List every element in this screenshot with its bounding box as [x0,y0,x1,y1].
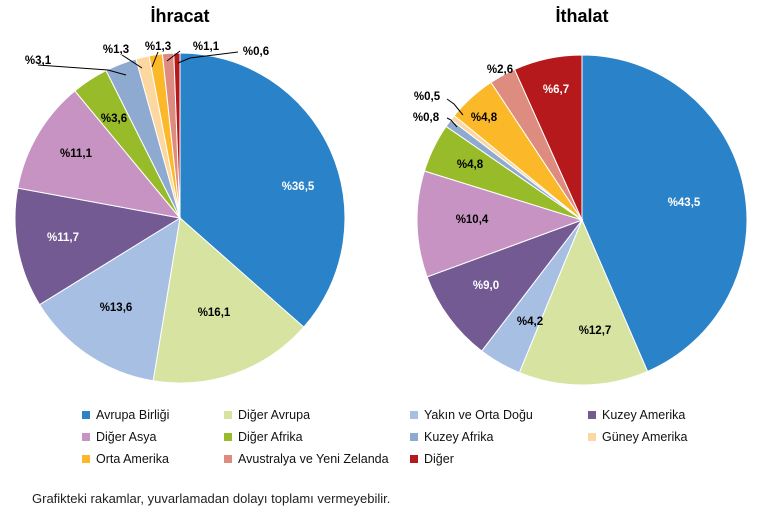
slice-label: %13,6 [100,302,133,314]
pie-slice [179,52,346,328]
slice-label: %10,4 [456,214,489,226]
legend-swatch [410,411,418,419]
footnote: Grafikteki rakamlar, yuvarlamadan dolayı… [32,491,391,506]
legend-label: Kuzey Afrika [424,430,494,444]
legend-item-diger-afrika: Diğer Afrika [224,430,410,444]
leader-line [151,51,159,68]
slice-label: %4,2 [517,316,543,328]
legend-label: Güney Amerika [602,430,688,444]
slice-label: %43,5 [668,197,701,209]
slice-label: %11,7 [47,232,79,244]
legend-swatch [224,411,232,419]
legend-row: Orta Amerika Avustralya ve Yeni Zelanda … [82,448,742,470]
leader-line [37,64,127,76]
legend-label: Yakın ve Orta Doğu [424,408,533,422]
slice-label: %1,3 [103,44,129,56]
legend: Avrupa Birliği Diğer Avrupa Yakın ve Ort… [82,404,742,470]
slice-label: %0,6 [243,46,269,58]
pie-charts: İhracat %36,5 %16,1 %13,6 %11,7 %11,1 %3,6 %3,1… [14,6,748,386]
legend-item-diger-asya: Diğer Asya [82,430,224,444]
pie-slice [17,90,182,219]
slice-label: %1,3 [145,41,171,53]
leader-line [446,117,458,128]
pie-slice [513,54,583,221]
legend-swatch [588,433,596,441]
legend-label: Avrupa Birliği [96,408,170,422]
legend-item-avrupa-birligi: Avrupa Birliği [82,408,224,422]
chart-title: İhracat [150,6,209,26]
legend-label: Orta Amerika [96,452,169,466]
slice-label: %1,1 [193,41,220,53]
legend-item-avustralya-ve-yeni-zelanda: Avustralya ve Yeni Zelanda [224,452,410,466]
slice-label: %9,0 [473,280,499,292]
legend-swatch [224,455,232,463]
leader-line [177,51,239,64]
leader-line [166,50,181,62]
ihracat-pie: İhracat %36,5 %16,1 %13,6 %11,7 %11,1 %3,6 %3,1… [14,6,346,384]
slice-label: %16,1 [198,307,231,319]
legend-item-orta-amerika: Orta Amerika [82,452,224,466]
slice-label: %3,6 [101,113,127,125]
pie-slice [152,217,305,384]
legend-swatch [410,455,418,463]
slice-label: %3,1 [25,55,52,67]
legend-swatch [82,455,90,463]
slice-label: %0,8 [413,112,440,124]
ithalat-pie: İthalat %43,5 %12,7 %4,2 %9,0 %10,4 %4,8 %0,8 %0… [413,6,748,386]
chart-title: İthalat [555,6,608,26]
leader-line [446,98,464,116]
slice-label: %0,5 [414,91,441,103]
legend-item-kuzey-afrika: Kuzey Afrika [410,430,588,444]
legend-item-diger-avrupa: Diğer Avrupa [224,408,410,422]
leader-line [121,54,143,69]
legend-label: Diğer Asya [96,430,157,444]
slice-label: %2,6 [487,64,513,76]
slice-label: %12,7 [579,325,612,337]
pie-slice [416,170,584,278]
slice-label: %4,8 [457,159,484,171]
legend-item-yakin-ve-orta-dogu: Yakın ve Orta Doğu [410,408,588,422]
legend-swatch [82,433,90,441]
legend-row: Diğer Asya Diğer Afrika Kuzey Afrika Gün… [82,426,742,448]
pie-slice [581,54,748,373]
legend-item-guney-amerika: Güney Amerika [588,430,687,444]
legend-label: Kuzey Amerika [602,408,686,422]
legend-swatch [588,411,596,419]
pie-slice [38,216,181,382]
legend-label: Avustralya ve Yeni Zelanda [238,452,389,466]
legend-item-diger: Diğer [410,452,588,466]
slice-label: %36,5 [282,181,315,193]
legend-item-kuzey-amerika: Kuzey Amerika [588,408,685,422]
legend-label: Diğer [424,452,454,466]
pie-slice [426,218,584,352]
legend-row: Avrupa Birliği Diğer Avrupa Yakın ve Ort… [82,404,742,426]
slice-label: %4,8 [471,112,498,124]
slice-label: %11,1 [60,148,93,160]
legend-swatch [410,433,418,441]
legend-label: Diğer Afrika [238,430,303,444]
slice-label: %6,7 [543,84,569,96]
legend-label: Diğer Avrupa [238,408,311,422]
pie-slice [518,218,649,386]
legend-swatch [224,433,232,441]
legend-swatch [82,411,90,419]
pie-slice [14,187,182,306]
